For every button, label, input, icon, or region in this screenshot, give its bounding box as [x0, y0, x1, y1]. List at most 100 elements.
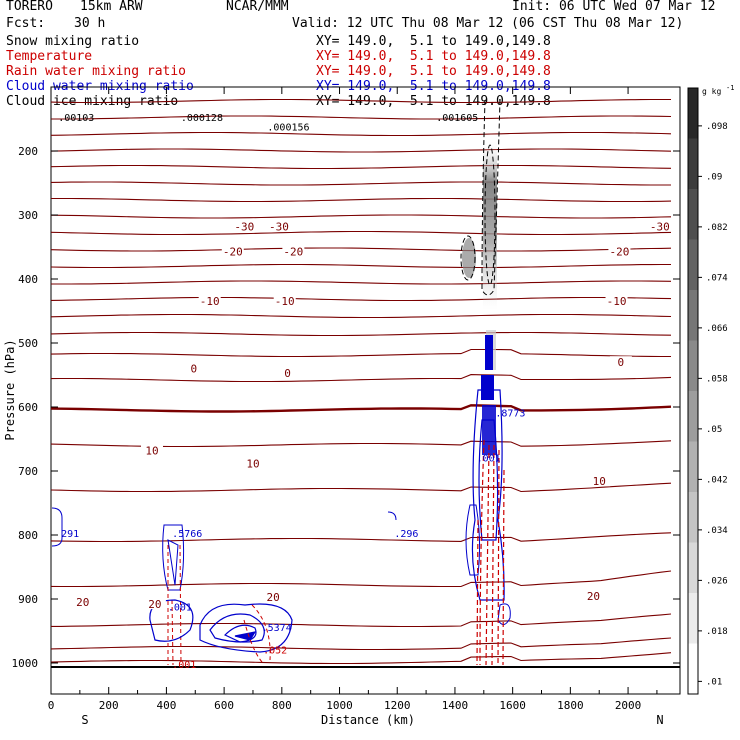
field-xy-snow: XY= 149.0, 5.1 to 149.0,149.8	[316, 34, 551, 49]
y-tick-label: 600	[18, 401, 38, 414]
temperature-label: 0	[284, 367, 291, 380]
south-label: S	[81, 713, 88, 727]
temp-label-bg	[605, 294, 628, 306]
temperature-label: -30	[234, 221, 254, 234]
colorbar-tick-label: .074	[706, 273, 728, 283]
x-axis-label: Distance (km)	[321, 713, 415, 727]
value-label: .5766	[172, 529, 202, 540]
temperature-label: -20	[223, 245, 243, 258]
colorbar-swatch	[688, 189, 698, 240]
temperature-label: -10	[200, 295, 220, 308]
center: NCAR/MMM	[226, 0, 289, 14]
isotherm-line	[51, 230, 672, 236]
isotherm-line	[51, 148, 672, 153]
ice-contour-core	[484, 144, 496, 286]
isotherm-line	[51, 331, 672, 337]
isotherm-line	[51, 197, 672, 203]
field-name-snow: Snow mixing ratio	[6, 34, 140, 49]
temperature-label: 20	[267, 591, 280, 604]
temperature-label: -20	[609, 245, 629, 258]
temp-label-bg	[140, 444, 163, 456]
colorbar-unit: g kg	[702, 87, 721, 96]
value-label: .052	[263, 645, 287, 656]
colorbar-tick-label: .018	[706, 627, 728, 637]
temperature-label: -30	[650, 221, 670, 234]
temp-label-bg	[609, 356, 632, 368]
x-tick-label: 600	[214, 699, 234, 712]
valid-time: Valid: 12 UTC Thu 08 Mar 12 (06 CST Thu …	[292, 16, 684, 31]
x-tick-label: 1000	[326, 699, 353, 712]
colorbar-swatch	[688, 593, 698, 644]
isotherm-line	[51, 532, 672, 543]
colorbar-swatch	[688, 542, 698, 593]
field-xy-rain: XY= 149.0, 5.1 to 149.0,149.8	[316, 64, 551, 79]
colorbar-frame	[687, 87, 699, 695]
colorbar-tick-label: .066	[706, 324, 728, 334]
temperature-label: -10	[607, 295, 627, 308]
isotherm-line	[51, 164, 672, 170]
x-tick-label: 200	[99, 699, 119, 712]
fcst-label: Fcst:	[6, 16, 46, 31]
colorbar-tick-label: .034	[706, 526, 728, 536]
colorbar-tick-label: .082	[706, 223, 728, 233]
cloud-water-left-edge	[51, 507, 397, 547]
y-tick-label: 500	[18, 337, 38, 350]
rain-tower	[476, 439, 505, 666]
value-label: .000128	[181, 113, 223, 124]
ice-contour	[481, 99, 501, 296]
colorbar-swatch	[688, 88, 698, 139]
field-xy-cloud-ice: XY= 149.0, 5.1 to 149.0,149.8	[316, 94, 551, 109]
isotherm-line	[51, 263, 671, 269]
model-name: TORERO	[6, 0, 53, 14]
temperature-label: 20	[76, 596, 89, 609]
temp-label-bg	[273, 294, 296, 306]
rain-low	[243, 604, 271, 663]
temperature-label: 0	[191, 363, 198, 376]
ice-shading	[462, 238, 476, 278]
colorbar-swatch	[688, 643, 698, 694]
value-label: .001	[172, 660, 196, 671]
y-tick-label: 200	[18, 145, 38, 158]
y-tick-label: 700	[18, 465, 38, 478]
x-tick-label: 2000	[615, 699, 642, 712]
isotherm-line	[51, 482, 672, 493]
value-label: .00103	[58, 113, 94, 124]
colorbar-swatch	[688, 138, 698, 189]
temperature-label: -10	[275, 295, 295, 308]
isotherm-line	[51, 296, 672, 302]
temp-label-bg	[198, 294, 221, 306]
field-xy-temperature: XY= 149.0, 5.1 to 149.0,149.8	[316, 49, 551, 64]
colorbar-tick-label: .058	[706, 374, 728, 384]
temp-label-bg	[262, 591, 285, 603]
colorbar-swatch	[688, 441, 698, 492]
isotherm-line	[51, 404, 672, 413]
value-label: .001605	[436, 113, 478, 124]
temp-label-bg	[221, 245, 244, 257]
value-label: .001	[477, 453, 501, 464]
value-label: .8773	[495, 409, 525, 420]
colorbar-swatch	[688, 340, 698, 391]
colorbar-tick-label: .01	[706, 677, 722, 687]
y-tick-label: 1000	[12, 657, 39, 670]
temp-label-bg	[71, 596, 94, 608]
temperature-label: 10	[593, 475, 606, 488]
colorbar-tick-label: .098	[706, 122, 728, 132]
value-label: .296	[394, 529, 418, 540]
isotherm-line	[51, 181, 671, 186]
x-tick-label: 1600	[499, 699, 526, 712]
value-label: .000156	[267, 123, 309, 134]
isotherm-line	[51, 374, 672, 383]
temp-label-bg	[588, 475, 611, 487]
fcst-value: 30 h	[74, 16, 106, 31]
x-tick-label: 1800	[557, 699, 584, 712]
temperature-label: 10	[145, 445, 158, 458]
y-tick-label: 800	[18, 529, 38, 542]
init-time: Init: 06 UTC Wed 07 Mar 12	[512, 0, 716, 14]
x-tick-label: 0	[48, 699, 55, 712]
isotherm-line	[51, 115, 672, 120]
colorbar-swatch	[688, 239, 698, 290]
y-axis-label: Pressure (hPa)	[3, 339, 17, 440]
isotherm-line	[51, 570, 672, 588]
temp-label-bg	[282, 245, 305, 257]
